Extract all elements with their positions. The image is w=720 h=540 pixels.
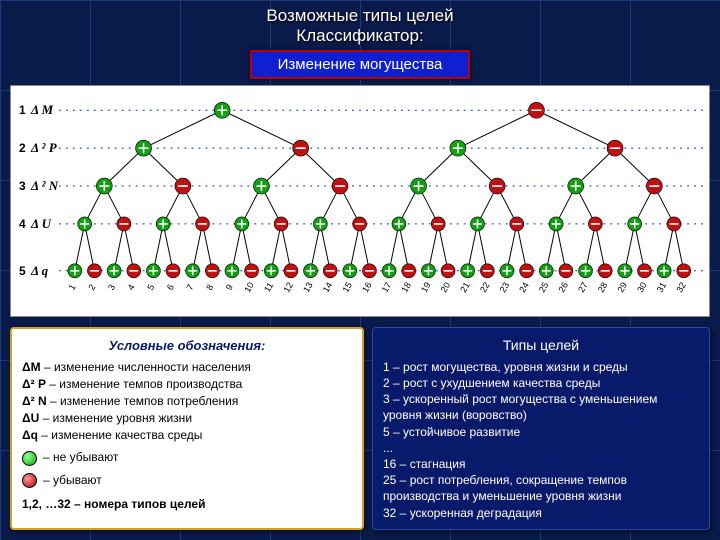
svg-text:2: 2 (19, 141, 26, 155)
types-header: Типы целей (383, 336, 699, 355)
svg-text:17: 17 (380, 280, 394, 294)
types-line: ... (383, 440, 699, 456)
svg-text:Δ ² N: Δ ² N (30, 178, 59, 193)
legend-item: ΔU – изменение уровня жизни (22, 410, 352, 426)
types-line: 2 – рост с ухудшением качества среды (383, 375, 699, 391)
svg-text:4: 4 (126, 283, 137, 292)
green-dot-icon (22, 451, 37, 466)
legend-header: Условные обозначения: (22, 337, 352, 355)
svg-text:4: 4 (19, 217, 26, 231)
svg-text:9: 9 (224, 283, 235, 292)
svg-text:13: 13 (301, 280, 315, 294)
svg-text:Δ U: Δ U (30, 216, 52, 231)
page-subtitle: Классификатор: (0, 26, 720, 46)
types-line: 1 – рост могущества, уровня жизни и сред… (383, 359, 699, 375)
svg-text:21: 21 (458, 280, 472, 294)
page-title: Возможные типы целей (0, 0, 720, 26)
types-line: 25 – рост потребления, сокращение темпов… (383, 472, 699, 504)
svg-text:24: 24 (517, 280, 531, 294)
svg-text:32: 32 (674, 280, 688, 294)
legend-item: Δ² N – изменение темпов потребления (22, 393, 352, 409)
legend-green: – не убывают (22, 449, 352, 465)
svg-text:25: 25 (537, 280, 551, 294)
tree-diagram: 1Δ M2Δ ² P3Δ ² N4Δ U5Δ q1234567891011121… (10, 85, 710, 317)
svg-text:14: 14 (321, 280, 335, 294)
svg-text:19: 19 (419, 280, 433, 294)
svg-text:20: 20 (439, 280, 453, 294)
svg-text:22: 22 (478, 280, 492, 294)
legend-item: Δq – изменение качества среды (22, 427, 352, 443)
svg-text:15: 15 (340, 280, 354, 294)
svg-text:Δ M: Δ M (30, 102, 54, 117)
legend-item: ΔM – изменение численности населения (22, 359, 352, 375)
svg-text:1: 1 (67, 283, 78, 292)
legend-panel: Условные обозначения: ΔM – изменение чис… (10, 327, 364, 530)
svg-text:8: 8 (204, 283, 215, 292)
legend-red: – убывают (22, 472, 352, 488)
svg-text:12: 12 (281, 280, 295, 294)
svg-text:1: 1 (19, 103, 26, 117)
svg-text:30: 30 (635, 280, 649, 294)
svg-text:6: 6 (165, 283, 176, 292)
classifier-badge: Изменение могущества (250, 50, 470, 79)
svg-text:2: 2 (86, 283, 97, 292)
types-line: 32 – ускоренная деградация (383, 505, 699, 521)
types-line: 5 – устойчивое развитие (383, 424, 699, 440)
svg-text:29: 29 (615, 280, 629, 294)
types-panel: Типы целей 1 – рост могущества, уровня ж… (372, 327, 710, 530)
svg-text:Δ ² P: Δ ² P (30, 140, 57, 155)
svg-text:27: 27 (576, 280, 590, 294)
svg-text:26: 26 (556, 280, 570, 294)
svg-text:3: 3 (19, 179, 26, 193)
legend-numbers: 1,2, …32 – номера типов целей (22, 496, 352, 512)
svg-text:7: 7 (185, 283, 196, 292)
legend-item: Δ² P – изменение темпов производства (22, 376, 352, 392)
svg-text:23: 23 (498, 280, 512, 294)
svg-text:Δ q: Δ q (30, 263, 49, 278)
svg-text:28: 28 (596, 280, 610, 294)
types-line: 3 – ускоренный рост могущества с уменьше… (383, 391, 699, 423)
svg-text:3: 3 (106, 283, 117, 292)
svg-text:5: 5 (145, 283, 156, 292)
svg-text:18: 18 (399, 280, 413, 294)
types-line: 16 – стагнация (383, 456, 699, 472)
svg-text:11: 11 (262, 281, 275, 294)
svg-text:10: 10 (242, 280, 256, 294)
red-dot-icon (22, 473, 37, 488)
svg-text:16: 16 (360, 280, 374, 294)
svg-text:5: 5 (19, 264, 26, 278)
svg-text:31: 31 (655, 280, 669, 294)
tree-svg: 1Δ M2Δ ² P3Δ ² N4Δ U5Δ q1234567891011121… (11, 86, 709, 316)
